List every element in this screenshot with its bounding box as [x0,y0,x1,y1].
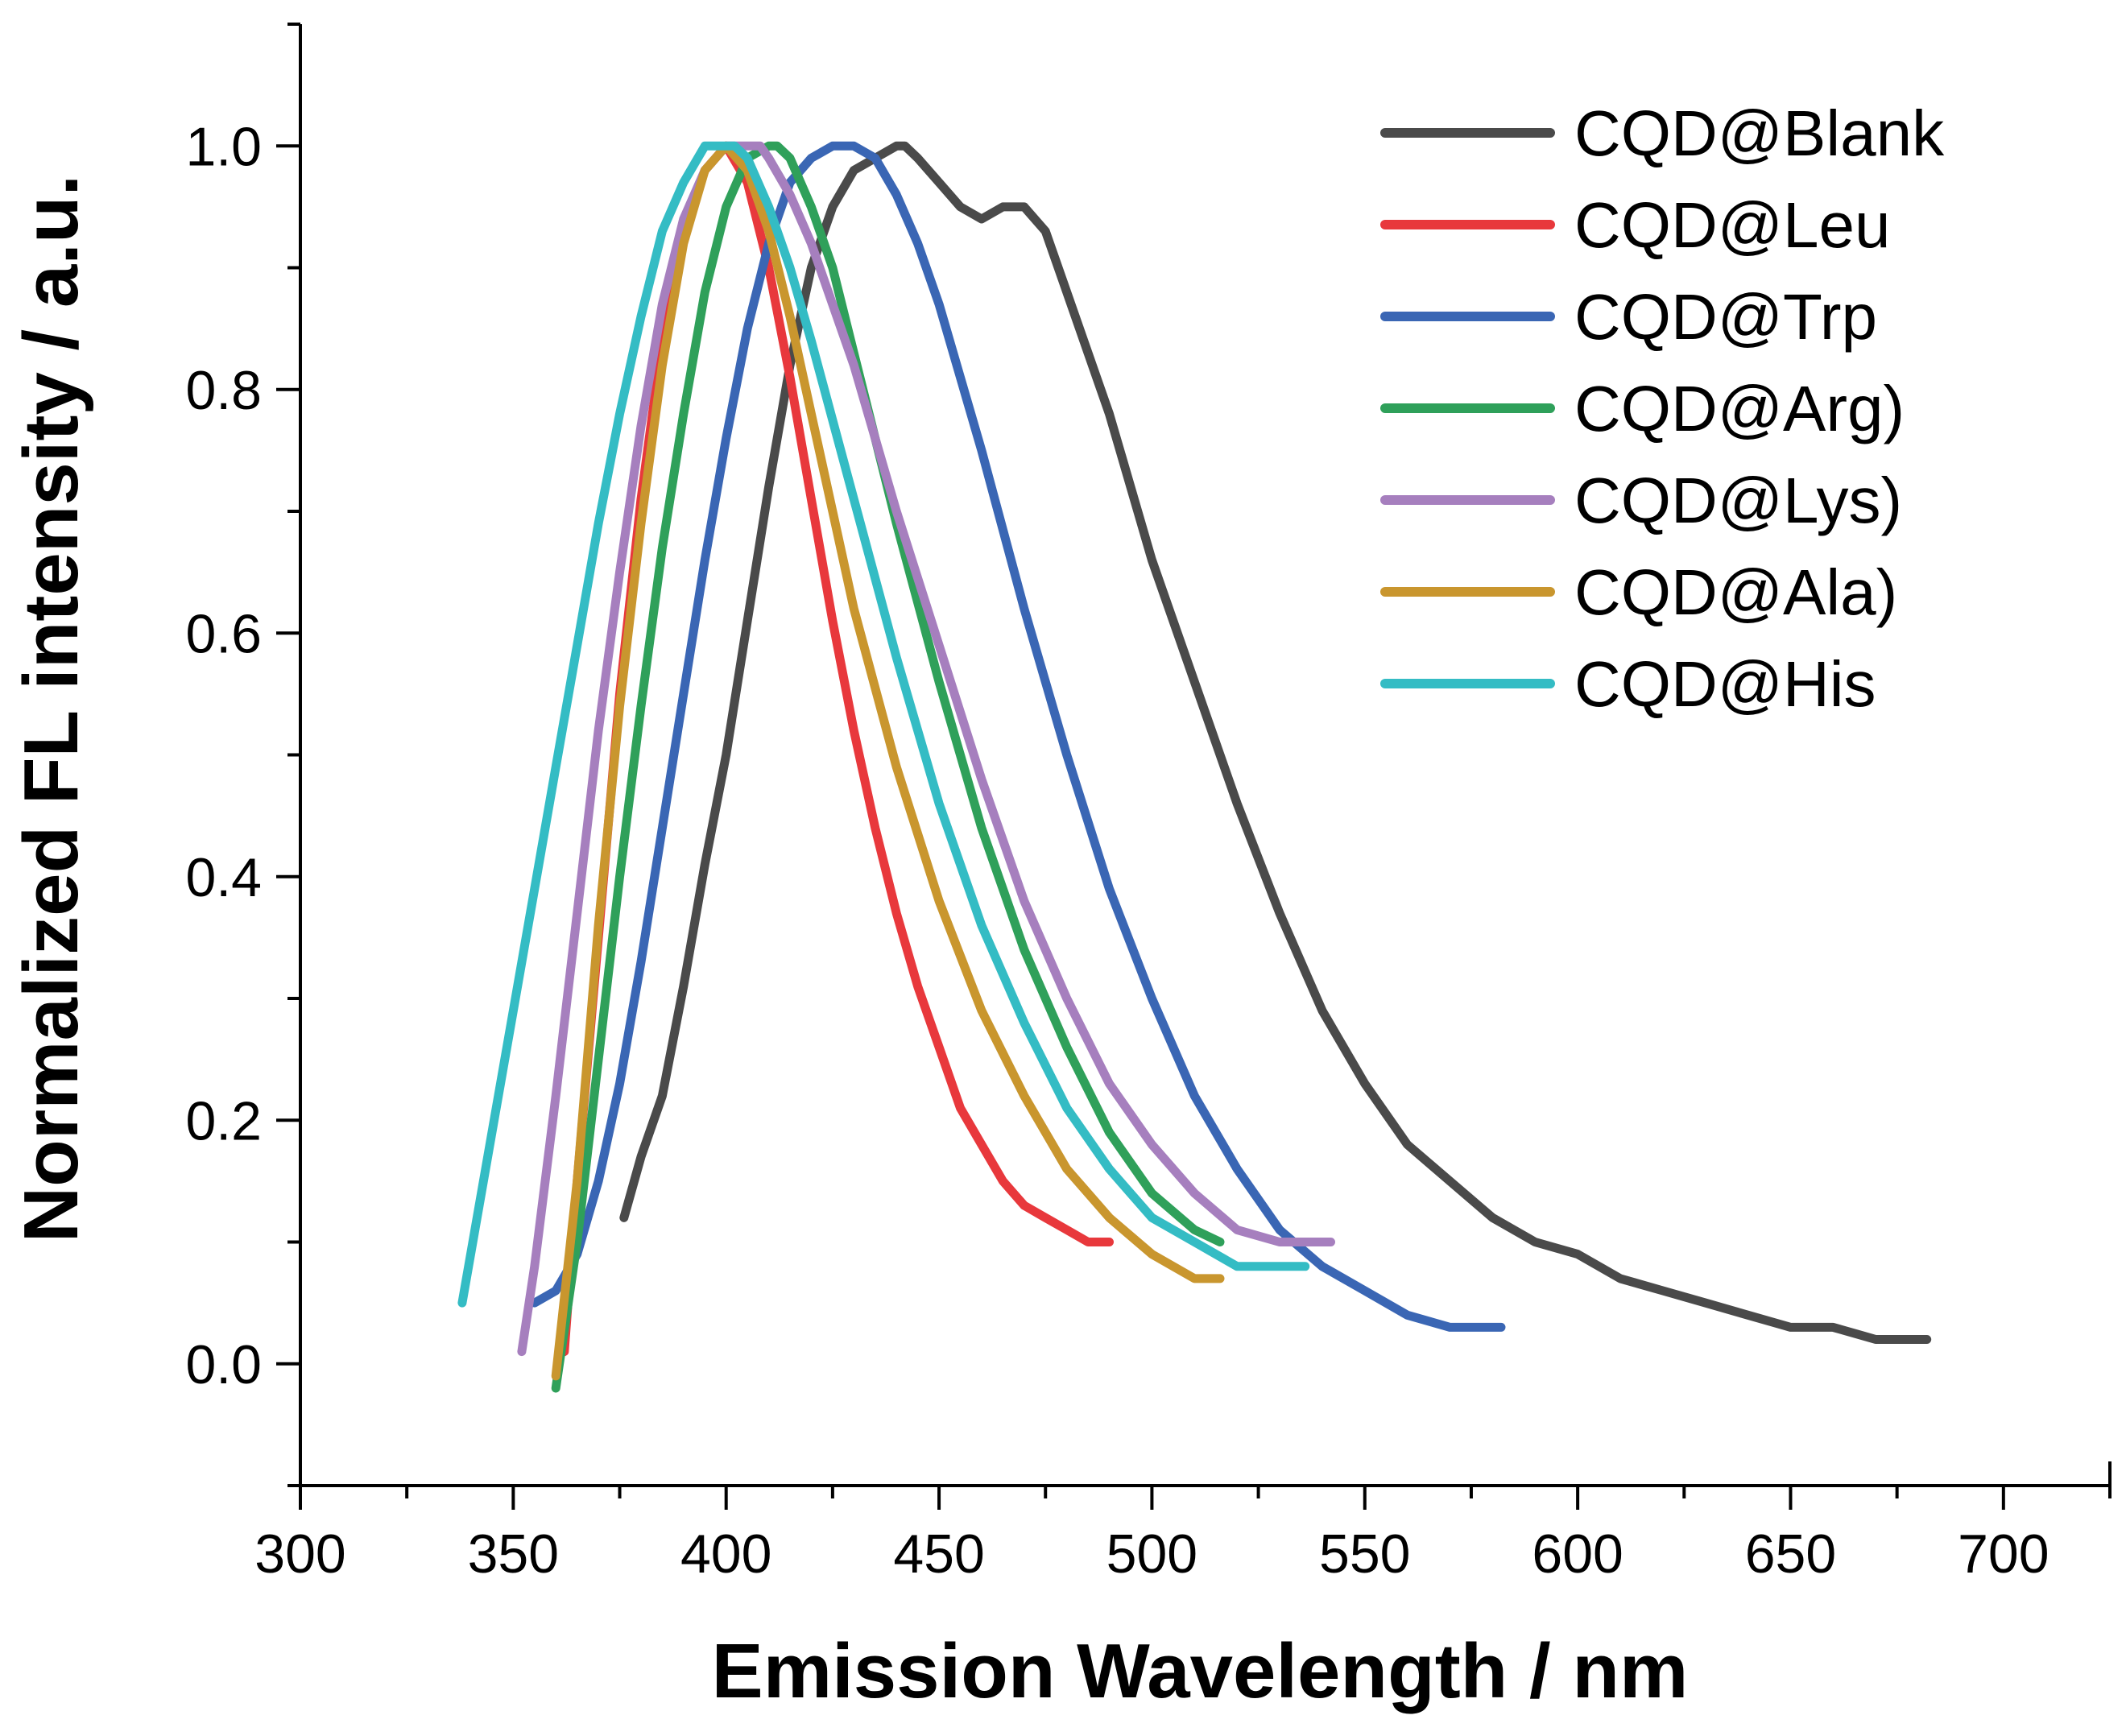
series-line-cqd-blank [619,141,1932,1344]
y-tick-label: 0.8 [185,360,262,421]
x-tick-label: 300 [254,1523,345,1585]
legend-label-cqd-his: CQD@His [1574,648,1876,720]
series-layer [457,141,1932,1393]
series-line-cqd-lys [517,141,1335,1357]
x-tick-label: 650 [1745,1523,1836,1585]
x-tick-label: 500 [1106,1523,1197,1585]
x-tick-label: 700 [1958,1523,2049,1585]
y-tick-label: 0.2 [185,1090,262,1151]
legend-label-cqd-lys: CQD@Lys) [1574,465,1902,536]
legend-label-cqd-blank: CQD@Blank [1574,97,1945,169]
y-axis-title: Normalized FL intensity / a.u. [8,175,94,1242]
axes-layer: 300 350 400 450 500 550 600 650 700 0.0 0.2 0.4 0.6 0… [185,23,2112,1585]
series-line-cqd-arg [551,141,1225,1393]
legend-label-cqd-arg: CQD@Arg) [1574,373,1905,444]
y-tick-label: 0.0 [185,1334,262,1395]
y-tick-label: 1.0 [185,116,262,177]
x-axis-title: Emission Wavelength / nm [712,1628,1689,1714]
series-line-cqd-his [457,141,1310,1308]
x-tick-label: 400 [680,1523,771,1585]
series-line-cqd-trp [530,141,1506,1332]
legend-label-cqd-leu: CQD@Leu [1574,189,1890,261]
legend-label-cqd-trp: CQD@Trp [1574,281,1877,353]
legend-label-cqd-ala: CQD@Ala) [1574,556,1897,628]
y-tick-label: 0.4 [185,847,262,908]
x-tick-label: 450 [893,1523,984,1585]
x-tick-label: 600 [1532,1523,1623,1585]
legend: CQD@Blank CQD@Leu CQD@Trp CQD@Arg) CQD@Lys) C… [1380,97,1945,720]
y-tick-label: 0.6 [185,603,262,664]
series-line-cqd-ala [551,141,1225,1381]
x-tick-label: 550 [1319,1523,1410,1585]
x-tick-label: 350 [468,1523,559,1585]
